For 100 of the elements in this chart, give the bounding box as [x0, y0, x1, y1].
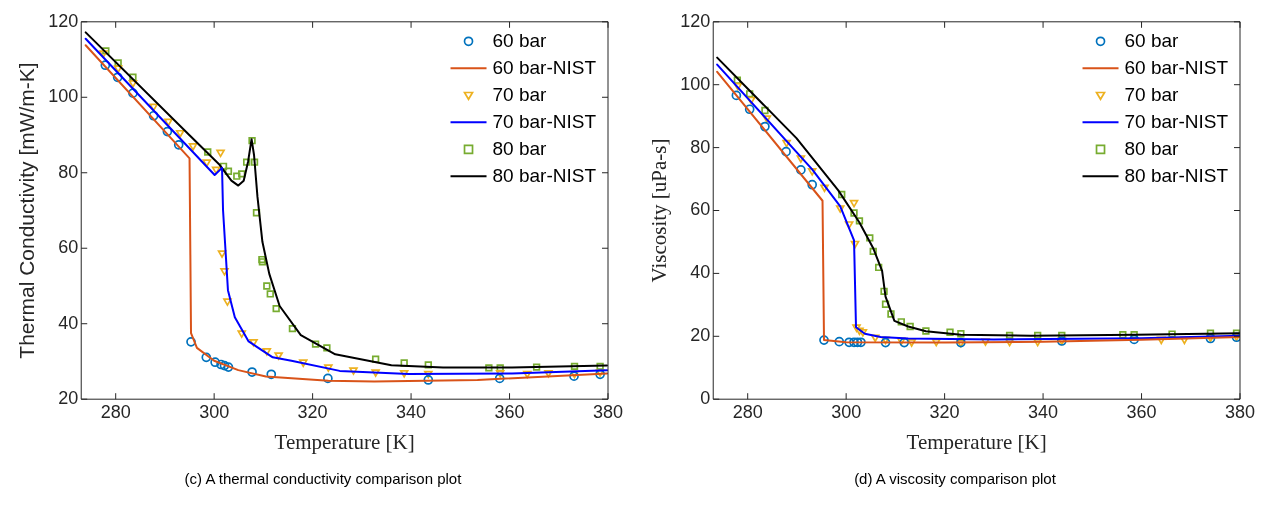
point — [881, 300, 890, 308]
point — [850, 209, 858, 217]
point — [288, 324, 297, 333]
x-tick-label: 300 — [831, 401, 862, 422]
point — [931, 338, 941, 347]
point — [223, 298, 232, 306]
point — [311, 340, 320, 348]
x-tick-label: 280 — [732, 401, 763, 422]
point — [907, 339, 916, 347]
point — [102, 47, 110, 55]
point — [175, 129, 185, 138]
legend-label: 60 bar — [492, 29, 548, 51]
point — [835, 205, 845, 213]
legend-label: 80 bar-NIST — [492, 164, 597, 186]
point — [906, 322, 914, 331]
point — [485, 364, 493, 372]
point — [249, 338, 258, 347]
x-tick-label: 360 — [1126, 401, 1157, 422]
point — [532, 363, 541, 371]
point — [855, 327, 864, 336]
point — [496, 364, 504, 372]
point — [129, 73, 137, 81]
x-tick-label: 320 — [929, 401, 960, 422]
text: (d) A viscosity comparison plot — [853, 470, 1057, 487]
point — [128, 88, 138, 98]
point — [423, 375, 434, 385]
point — [263, 282, 271, 290]
point — [852, 337, 863, 348]
point — [266, 369, 277, 380]
y-tick-label: 40 — [690, 262, 711, 283]
point — [262, 348, 272, 356]
point — [274, 352, 283, 360]
point — [128, 80, 138, 88]
point — [981, 338, 990, 346]
point — [807, 179, 818, 190]
point — [100, 60, 111, 71]
legend-label: 80 bar-NIST — [1124, 164, 1229, 186]
point — [204, 148, 212, 156]
point — [272, 304, 280, 313]
y-tick-label: 100 — [680, 73, 711, 94]
point — [494, 373, 505, 384]
point — [113, 65, 123, 74]
point — [838, 190, 846, 199]
point — [745, 90, 754, 98]
x-axis-title: Temperature [K] — [274, 429, 415, 454]
point — [399, 369, 409, 378]
point — [219, 360, 230, 371]
point — [162, 126, 173, 137]
point — [247, 367, 257, 377]
point — [781, 146, 791, 157]
y-tick-label: 80 — [690, 136, 711, 157]
point — [897, 318, 905, 326]
point — [250, 158, 259, 166]
point — [324, 364, 333, 372]
legend-label: 70 bar-NIST — [492, 110, 597, 132]
x-tick-label: 340 — [396, 401, 427, 422]
point — [202, 159, 212, 168]
point — [258, 255, 266, 264]
y-tick-label: 0 — [700, 388, 711, 409]
point — [834, 336, 845, 347]
point — [522, 370, 532, 379]
point — [220, 268, 229, 276]
point — [796, 165, 806, 175]
point — [188, 143, 198, 151]
point — [866, 234, 874, 242]
point — [744, 104, 755, 115]
y-tick-label: 20 — [690, 325, 711, 346]
point — [258, 258, 267, 266]
point — [760, 121, 770, 132]
point — [217, 250, 227, 258]
point — [849, 199, 859, 208]
point — [570, 362, 579, 371]
point — [870, 334, 880, 343]
x-tick-label: 340 — [1028, 401, 1059, 422]
point — [248, 137, 256, 145]
legend-label: 80 bar — [1124, 137, 1180, 159]
point — [238, 170, 246, 178]
x-tick-label: 320 — [297, 401, 328, 422]
point — [298, 359, 308, 368]
legend-label: 60 bar — [1124, 29, 1180, 51]
y-tick-label: 120 — [680, 10, 711, 31]
point — [858, 329, 868, 337]
point — [242, 158, 251, 166]
point — [323, 373, 333, 384]
y-tick-label: 80 — [58, 161, 79, 182]
y-tick-label: 40 — [58, 312, 79, 333]
point — [887, 310, 895, 318]
x-tick-label: 380 — [592, 401, 624, 422]
point — [210, 357, 220, 368]
point — [186, 336, 196, 347]
point — [173, 139, 184, 150]
point — [400, 359, 408, 367]
point — [223, 362, 234, 372]
point — [252, 209, 261, 217]
point — [796, 155, 806, 163]
point — [820, 184, 829, 193]
legend-label: 70 bar — [1124, 83, 1180, 105]
point — [849, 337, 859, 348]
point — [1129, 334, 1139, 345]
point — [856, 337, 866, 348]
